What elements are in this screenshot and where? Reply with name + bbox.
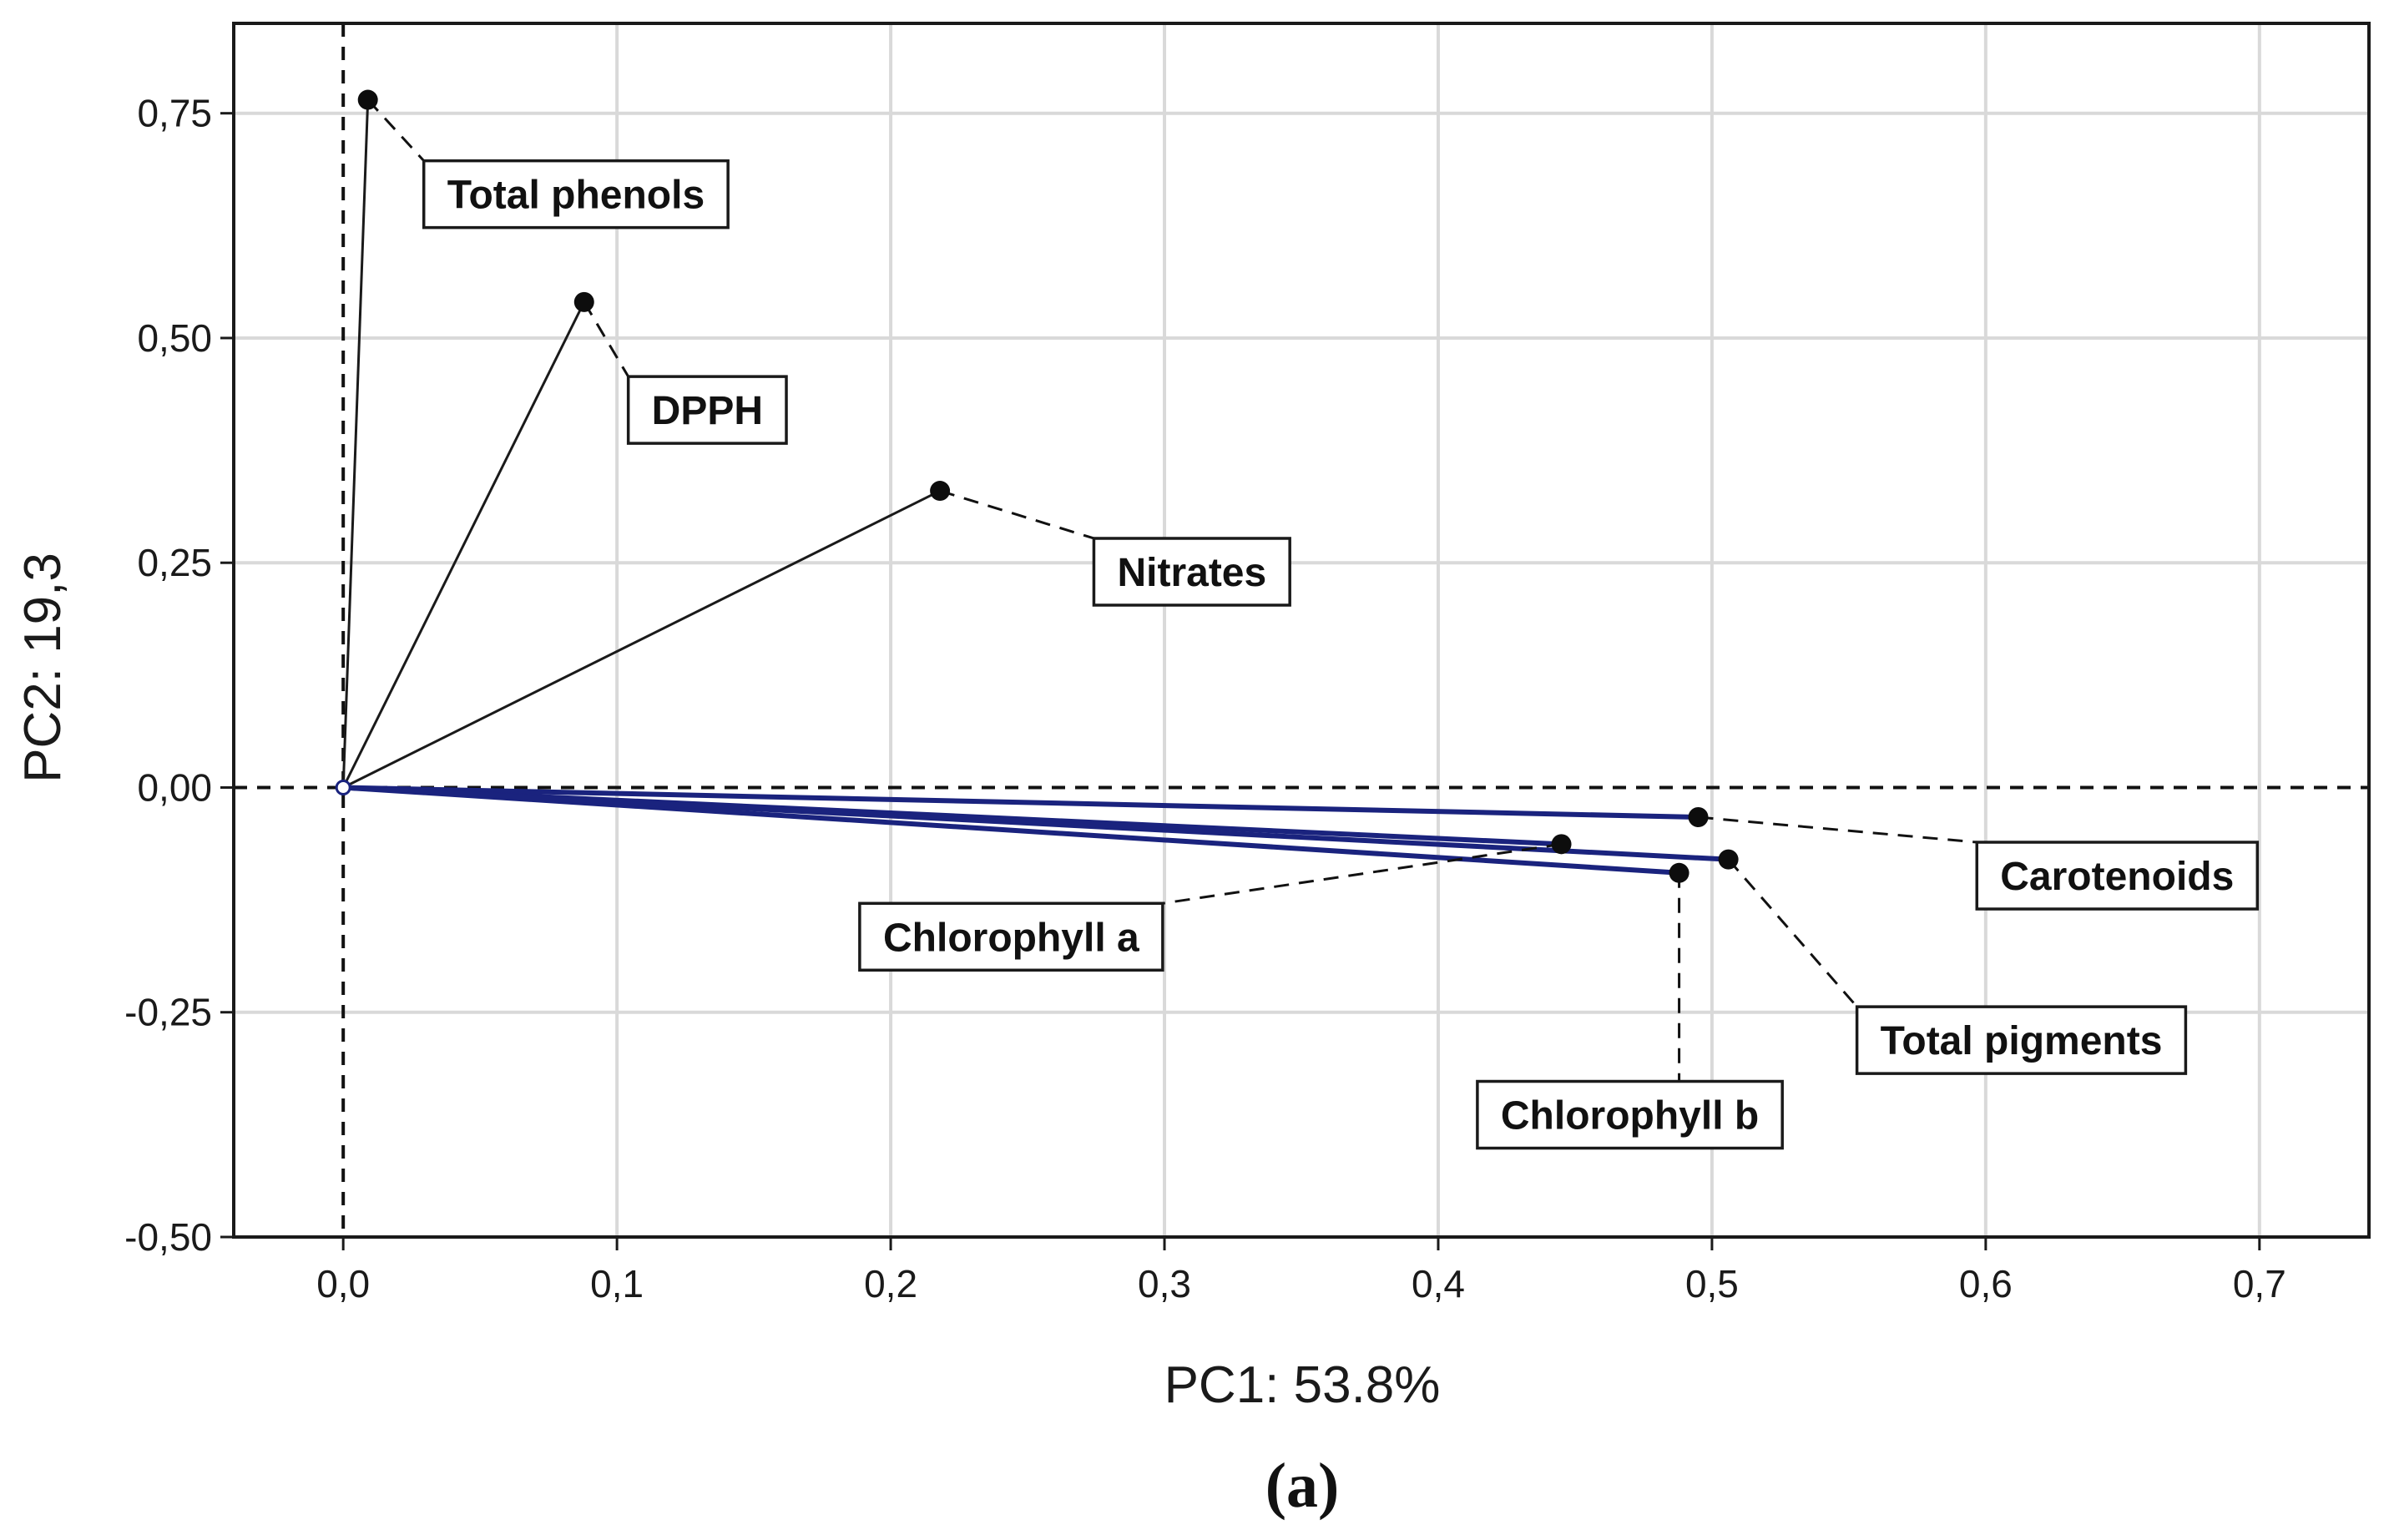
x-tick-label: 0,0 [316, 1262, 370, 1305]
point-carotenoids [1688, 807, 1709, 828]
label-carotenoids: Carotenoids [2000, 855, 2234, 899]
y-axis-ticks: -0,50 -0,25 0,00 0,25 0,50 0,75 [124, 92, 234, 1259]
label-box-carotenoids [1975, 841, 2260, 911]
leader-total-pigments [1727, 858, 1858, 1008]
leader-carotenoids [1698, 815, 1977, 844]
y-tick-label: 0,50 [137, 316, 212, 360]
x-axis-title: PC1: 53.8% [1164, 1356, 1441, 1414]
label-box-dpph [626, 375, 788, 445]
label-box-nitrates [1092, 537, 1291, 607]
point-nitrates [930, 481, 951, 502]
leader-chlorophyll-a [1162, 842, 1562, 905]
label-box-total-pigments [1855, 1005, 2188, 1075]
y-tick-label: -0,25 [124, 991, 212, 1034]
origin-marker [335, 779, 351, 795]
point-total-pigments [1718, 849, 1739, 870]
x-tick-label: 0,4 [1412, 1262, 1465, 1305]
y-tick-label: 0,00 [137, 765, 212, 809]
reference-lines [234, 23, 2369, 1237]
point-chlorophyll-b [1669, 862, 1689, 883]
label-box-total-phenols [422, 159, 730, 230]
point-dpph [573, 291, 594, 312]
label-chlorophyll-b: Chlorophyll b [1501, 1094, 1759, 1139]
label-total-phenols: Total phenols [447, 174, 705, 218]
vector-carotenoids [343, 785, 1699, 820]
label-total-pigments: Total pigments [1881, 1019, 2163, 1063]
x-tick-label: 0,2 [864, 1262, 917, 1305]
leader-nitrates [939, 489, 1094, 540]
label-chlorophyll-a: Chlorophyll a [883, 916, 1139, 960]
x-tick-label: 0,7 [2233, 1262, 2286, 1305]
x-axis-ticks: 0,0 0,1 0,2 0,3 0,4 0,5 0,6 0,7 [316, 1237, 2286, 1305]
y-tick-label: -0,50 [124, 1215, 212, 1259]
figure-caption: (a) [1265, 1451, 1340, 1521]
point-chlorophyll-a [1551, 834, 1572, 855]
y-tick-label: 0,75 [137, 92, 212, 135]
y-tick-label: 0,25 [137, 541, 212, 584]
plot-frame [232, 22, 2371, 1239]
x-tick-label: 0,1 [590, 1262, 644, 1305]
x-tick-label: 0,5 [1685, 1262, 1739, 1305]
leader-total-phenols [366, 98, 425, 162]
vector-total-phenols [341, 99, 370, 788]
y-axis-title: PC2: 19,3 [14, 553, 72, 783]
vector-dpph [341, 301, 586, 789]
label-leader-lines [366, 98, 1977, 1082]
loading-points [357, 89, 1739, 883]
vector-nitrates [342, 489, 941, 789]
leader-dpph [583, 301, 629, 377]
label-nitrates: Nitrates [1117, 551, 1266, 595]
x-tick-label: 0,6 [1959, 1262, 2013, 1305]
label-box-chlorophyll-b [1476, 1079, 1784, 1150]
variable-labels: Total phenols DPPH Nitrates Carotenoids Chlo… [422, 159, 2260, 1150]
label-box-chlorophyll-a [858, 901, 1164, 972]
vector-total-pigments [343, 785, 1729, 862]
x-tick-label: 0,3 [1138, 1262, 1191, 1305]
point-total-phenols [357, 89, 378, 110]
label-dpph: DPPH [652, 389, 763, 433]
